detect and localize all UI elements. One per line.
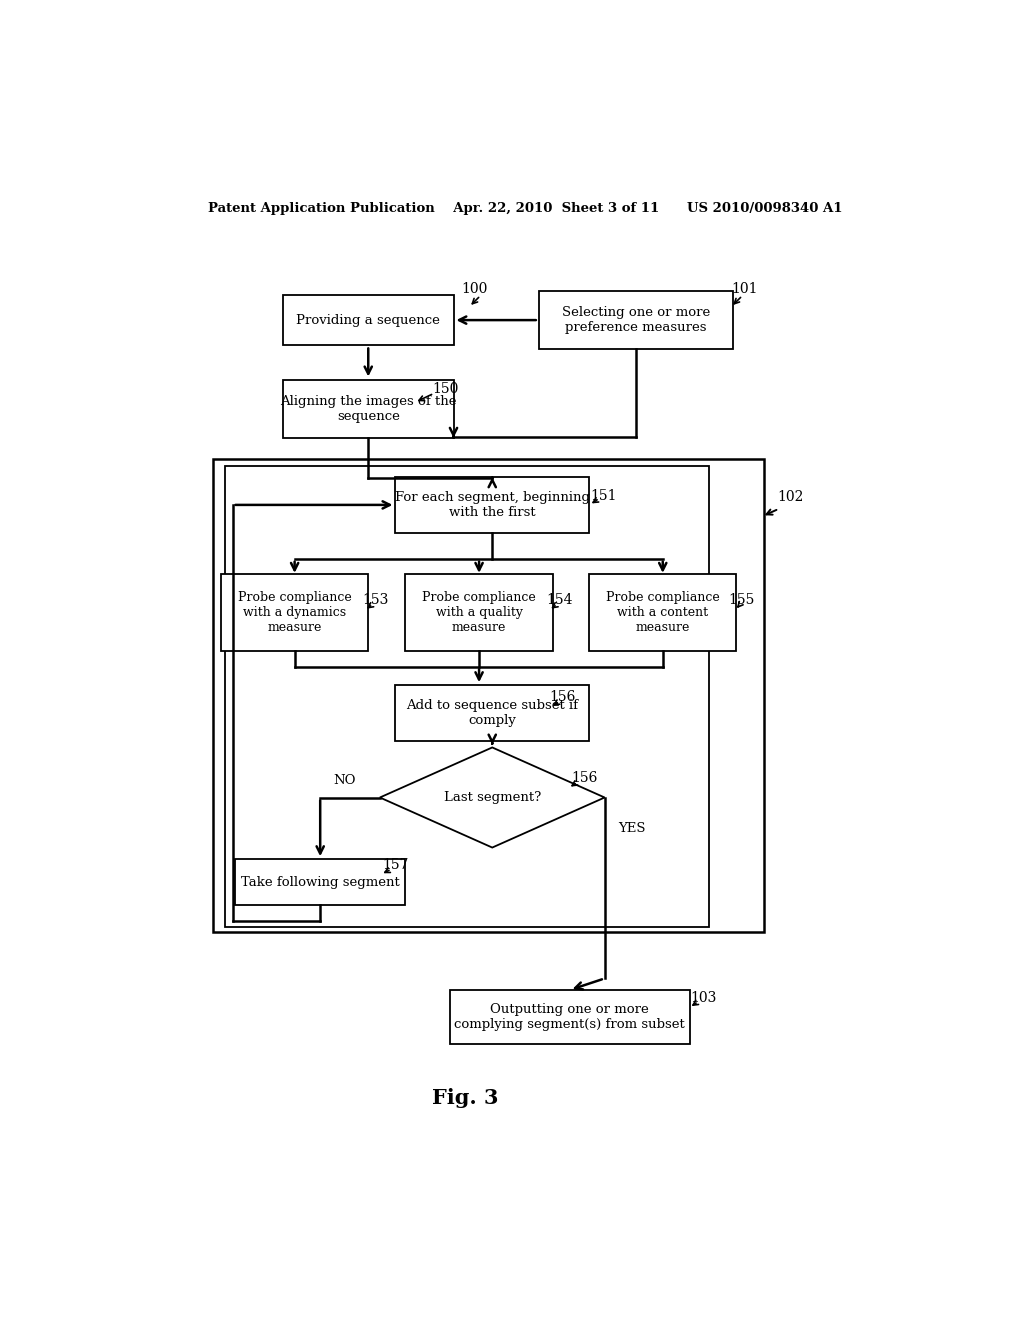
Text: Selecting one or more
preference measures: Selecting one or more preference measure… (561, 306, 710, 334)
FancyBboxPatch shape (283, 380, 454, 437)
Text: 101: 101 (731, 282, 758, 296)
Text: 153: 153 (362, 594, 388, 607)
FancyBboxPatch shape (395, 685, 589, 741)
Text: Providing a sequence: Providing a sequence (296, 314, 440, 326)
FancyBboxPatch shape (450, 990, 690, 1044)
Text: 151: 151 (590, 488, 616, 503)
FancyBboxPatch shape (395, 478, 589, 533)
Text: Probe compliance
with a dynamics
measure: Probe compliance with a dynamics measure (238, 591, 351, 634)
Text: 156: 156 (571, 771, 598, 785)
Text: YES: YES (618, 822, 646, 834)
Text: Last segment?: Last segment? (443, 791, 541, 804)
FancyBboxPatch shape (589, 574, 736, 651)
Text: Fig. 3: Fig. 3 (432, 1088, 499, 1107)
Text: 154: 154 (547, 594, 573, 607)
Text: Add to sequence subset if
comply: Add to sequence subset if comply (407, 698, 579, 727)
FancyBboxPatch shape (225, 466, 710, 927)
Text: 156: 156 (550, 690, 575, 705)
FancyBboxPatch shape (539, 292, 732, 348)
FancyBboxPatch shape (213, 459, 764, 932)
Text: NO: NO (334, 774, 356, 787)
Text: 103: 103 (690, 991, 717, 1005)
Text: Probe compliance
with a quality
measure: Probe compliance with a quality measure (422, 591, 536, 634)
Text: 155: 155 (729, 594, 755, 607)
Text: 102: 102 (777, 490, 804, 504)
Text: Aligning the images of the
sequence: Aligning the images of the sequence (280, 395, 457, 422)
Text: Patent Application Publication    Apr. 22, 2010  Sheet 3 of 11      US 2010/0098: Patent Application Publication Apr. 22, … (208, 202, 842, 215)
FancyBboxPatch shape (406, 574, 553, 651)
FancyBboxPatch shape (221, 574, 369, 651)
Text: Outputting one or more
complying segment(s) from subset: Outputting one or more complying segment… (455, 1003, 685, 1031)
Text: Take following segment: Take following segment (241, 875, 399, 888)
Text: Probe compliance
with a content
measure: Probe compliance with a content measure (606, 591, 720, 634)
Polygon shape (380, 747, 604, 847)
Text: 157: 157 (382, 858, 409, 873)
Text: 150: 150 (432, 383, 459, 396)
FancyBboxPatch shape (234, 859, 406, 906)
Text: For each segment, beginning
with the first: For each segment, beginning with the fir… (394, 491, 590, 519)
Text: 100: 100 (461, 282, 487, 296)
FancyBboxPatch shape (283, 296, 454, 345)
